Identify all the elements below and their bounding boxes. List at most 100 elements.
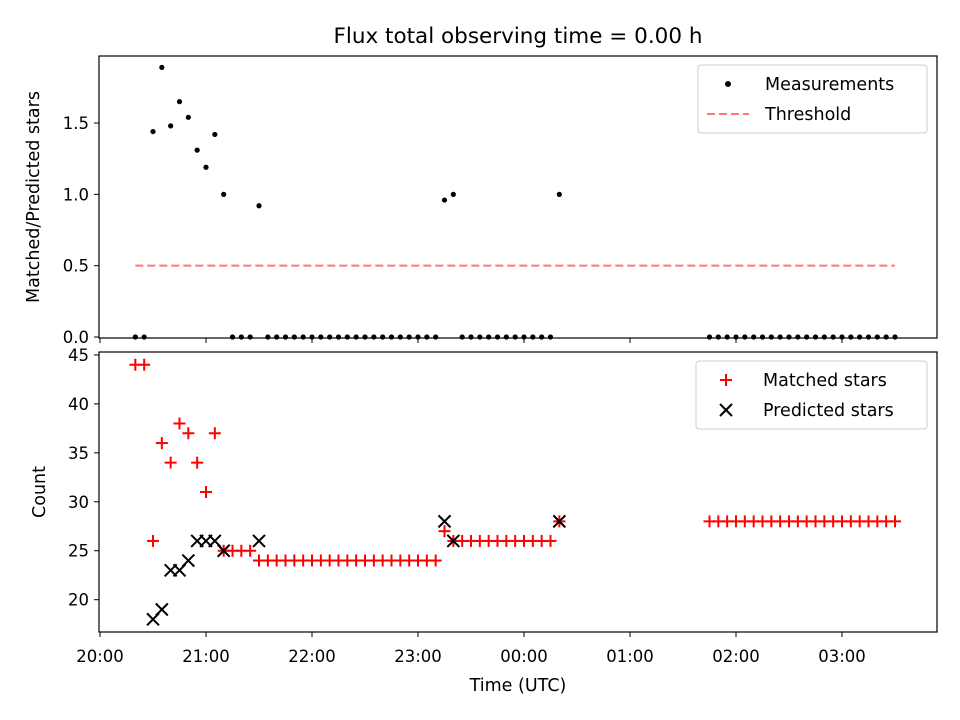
measurement-point <box>150 128 156 135</box>
bottom-legend: Matched stars Predicted stars <box>695 360 928 430</box>
measurement-point <box>141 334 147 340</box>
matched-star-point <box>244 544 257 557</box>
measurement-point <box>132 334 138 340</box>
matched-star-point <box>191 456 204 469</box>
measurement-point <box>547 334 554 340</box>
measurement-point <box>786 334 792 340</box>
measurement-point <box>424 334 430 340</box>
measurement-point <box>300 334 306 340</box>
measurement-point <box>883 334 889 340</box>
measurement-point <box>362 334 368 340</box>
measurement-point <box>865 334 872 340</box>
top-x-ticks <box>99 338 843 343</box>
x-tick-label: 20:00 <box>76 647 124 666</box>
predicted-star-point <box>437 514 452 529</box>
measurement-point <box>468 334 474 340</box>
x-tick-label: 00:00 <box>500 647 548 666</box>
measurement-point <box>857 334 863 340</box>
x-tick-label: 22:00 <box>288 647 336 666</box>
measurement-point <box>892 334 898 340</box>
legend-matched-label: Matched stars <box>763 371 887 391</box>
measurement-point <box>203 164 209 170</box>
legend-predicted-label: Predicted stars <box>763 401 894 421</box>
measurement-point <box>848 334 854 340</box>
measurement-point <box>344 334 350 340</box>
measurement-point <box>194 147 200 153</box>
measurement-point <box>459 334 465 340</box>
measurement-point <box>530 334 536 340</box>
measurement-point <box>556 191 562 197</box>
measurement-point <box>724 334 730 340</box>
bottom-y-ticks: 20 25 30 35 40 45 <box>68 346 99 610</box>
legend-measurements-marker <box>725 81 731 87</box>
measurement-point <box>830 334 836 340</box>
measurement-point <box>804 334 810 340</box>
matched-star-point <box>208 427 221 440</box>
measurement-point <box>450 191 456 197</box>
measurement-point <box>221 191 227 197</box>
measurement-point <box>238 334 244 340</box>
measurement-point <box>503 334 509 340</box>
legend-predicted-marker <box>719 403 733 417</box>
predicted-star-point <box>155 602 169 617</box>
y-tick-label: 0.0 <box>63 328 89 347</box>
measurement-point <box>212 131 218 138</box>
top-axes-frame <box>98 55 938 339</box>
measurement-point <box>759 334 766 340</box>
measurement-point <box>397 334 403 340</box>
bottom-legend-box <box>695 360 928 430</box>
measurement-point <box>282 334 289 340</box>
measurement-point <box>706 334 713 340</box>
top-y-ticks: 0.0 0.5 1.0 1.5 <box>63 114 99 347</box>
measurement-point <box>777 334 783 340</box>
measurement-point <box>477 334 483 340</box>
y-tick-label: 45 <box>68 346 89 365</box>
measurement-point <box>821 334 827 340</box>
measurement-point <box>388 334 395 340</box>
measurement-point <box>353 334 359 340</box>
top-legend: Measurements Threshold <box>697 64 928 134</box>
measurement-point <box>185 114 191 120</box>
matched-star-point <box>438 525 451 538</box>
predicted-star-point <box>446 534 461 548</box>
measurement-point <box>406 334 412 340</box>
bottom-axes-frame <box>98 351 938 633</box>
measurement-point <box>742 334 748 340</box>
legend-threshold-label: Threshold <box>764 105 851 125</box>
y-tick-label: 25 <box>68 542 89 561</box>
top-panel: 0.0 0.5 1.0 1.5 Matched/Predicted stars Mea… <box>24 55 938 347</box>
x-tick-label: 23:00 <box>394 647 442 666</box>
matched-star-point <box>182 427 195 440</box>
matched-star-point <box>544 534 557 547</box>
y-tick-label: 1.5 <box>63 114 89 133</box>
measurement-point <box>291 334 297 340</box>
matched-star-point <box>147 534 159 547</box>
y-tick-label: 40 <box>68 395 89 414</box>
measurement-point <box>433 334 439 340</box>
measurement-point <box>441 197 448 203</box>
bottom-plot-marks <box>129 358 901 626</box>
legend-measurements-label: Measurements <box>765 75 894 95</box>
x-tick-label: 21:00 <box>182 647 230 666</box>
measurement-point <box>168 123 174 129</box>
x-tick-label: 01:00 <box>606 647 654 666</box>
top-legend-box <box>697 64 928 134</box>
predicted-star-point <box>216 544 231 558</box>
x-tick-label: 03:00 <box>818 647 866 666</box>
matched-star-point <box>200 486 212 498</box>
top-y-axis-label: Matched/Predicted stars <box>24 91 44 303</box>
legend-matched-marker <box>720 374 732 386</box>
matched-star-point <box>173 417 186 430</box>
y-tick-label: 35 <box>68 444 89 463</box>
y-tick-label: 0.5 <box>63 257 89 276</box>
y-tick-label: 1.0 <box>63 185 89 204</box>
bottom-panel: 20 25 30 35 40 45 20:00 21:00 22:00 23:00 00:00 01… <box>30 346 938 696</box>
predicted-star-point <box>252 534 266 548</box>
measurement-point <box>795 334 801 340</box>
predicted-star-point <box>552 514 567 529</box>
matched-star-point <box>155 437 168 450</box>
measurement-point <box>380 334 386 340</box>
measurement-point <box>159 64 165 71</box>
y-tick-label: 30 <box>68 493 89 512</box>
